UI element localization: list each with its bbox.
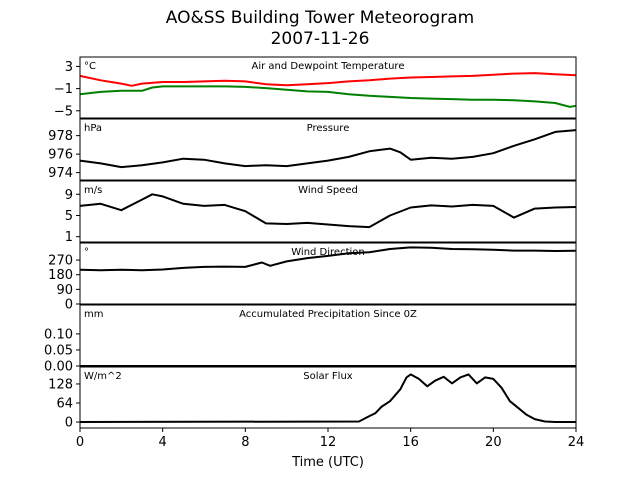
panel-title-5: Accumulated Precipitation Since 0Z — [239, 309, 417, 320]
panel-frame-3 — [79, 180, 577, 243]
panel-unit-2: hPa — [84, 123, 102, 134]
y-tick-label-4: 270 — [48, 254, 73, 269]
y-tick-label-6: 64 — [56, 397, 73, 412]
panel-frame-1 — [79, 56, 577, 119]
y-tick-label-3: 1 — [65, 230, 73, 245]
y-tick-label-5: 0.00 — [44, 360, 73, 375]
panel-title-1: Air and Dewpoint Temperature — [252, 61, 405, 72]
y-tick-label-6: 0 — [65, 416, 73, 431]
y-tick-label-4: 0 — [65, 298, 73, 313]
y-tick-label-2: 976 — [48, 148, 73, 163]
y-tick-label-5: 0.05 — [44, 343, 73, 358]
x-tick-label: 16 — [402, 435, 419, 450]
x-tick-label: 24 — [568, 435, 585, 450]
panel-unit-6: W/m^2 — [84, 371, 122, 382]
y-tick-label-6: 128 — [48, 377, 73, 392]
panel-frame-5 — [79, 304, 577, 367]
y-tick-label-4: 90 — [56, 283, 73, 298]
panel-unit-4: ° — [84, 247, 89, 258]
panel-title-6: Solar Flux — [303, 371, 353, 382]
panel-title-3: Wind Speed — [298, 185, 358, 196]
chart-title: AO&SS Building Tower Meteorogram — [165, 8, 475, 28]
y-tick-label-2: 978 — [48, 129, 73, 144]
x-tick-label: 0 — [76, 435, 84, 450]
series-line-1-2 — [79, 85, 577, 108]
panel-unit-3: m/s — [84, 185, 102, 196]
x-tick-label: 20 — [485, 435, 502, 450]
series-line-4-1 — [79, 246, 577, 272]
panel-title-2: Pressure — [307, 123, 350, 134]
x-axis-label: Time (UTC) — [291, 455, 364, 470]
y-tick-label-1: −5 — [54, 104, 73, 119]
series-line-2-1 — [79, 129, 577, 169]
panel-unit-5: mm — [84, 309, 103, 320]
panel-title-4: Wind Direction — [291, 247, 365, 258]
y-tick-label-4: 180 — [48, 268, 73, 283]
panel-frame-2 — [79, 118, 577, 181]
x-tick-label: 12 — [320, 435, 337, 450]
y-tick-label-1: −1 — [54, 82, 73, 97]
y-tick-label-3: 5 — [65, 209, 73, 224]
chart-subtitle: 2007-11-26 — [270, 29, 370, 49]
series-line-3-1 — [79, 193, 577, 229]
y-tick-label-1: 3 — [65, 60, 73, 75]
y-tick-label-3: 9 — [65, 188, 73, 203]
y-tick-label-2: 974 — [48, 166, 73, 181]
x-tick-label: 8 — [241, 435, 249, 450]
panel-frame-4 — [79, 242, 577, 305]
x-tick-label: 4 — [159, 435, 167, 450]
series-line-1-1 — [79, 72, 577, 87]
y-tick-label-5: 0.10 — [44, 327, 73, 342]
panel-unit-1: °C — [84, 61, 96, 72]
series-line-6-1 — [79, 373, 576, 423]
